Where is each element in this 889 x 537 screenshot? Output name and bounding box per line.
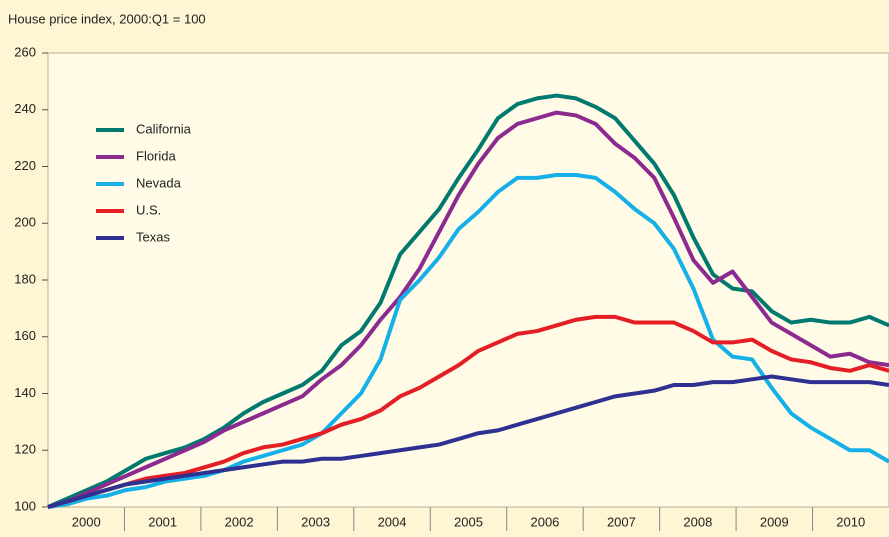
x-tick-label: 2006 [530,514,559,529]
x-tick-label: 2005 [454,514,483,529]
y-tick-label: 160 [14,328,36,343]
x-tick-label: 2009 [760,514,789,529]
series-line [47,374,889,509]
x-tick-label: 2001 [148,514,177,529]
y-tick-label: 200 [14,215,36,230]
legend-label: Nevada [136,175,182,190]
y-tick-label: 240 [14,101,36,116]
legend-label: California [136,121,192,136]
series-line [47,110,889,509]
x-tick-label: 2008 [683,514,712,529]
y-tick-label: 140 [14,385,36,400]
x-tick-label: 2004 [378,514,407,529]
x-tick-label: 2002 [225,514,254,529]
y-tick-label: 260 [14,44,36,59]
y-tick-label: 100 [14,498,36,513]
y-tick-label: 220 [14,158,36,173]
series-line [47,314,889,509]
y-tick-label: 180 [14,271,36,286]
legend-label: Florida [136,148,177,163]
legend-label: U.S. [136,202,161,217]
plot-area [47,52,889,508]
x-tick-label: 2010 [836,514,865,529]
x-tick-label: 2000 [72,514,101,529]
x-tick-label: 2007 [607,514,636,529]
y-tick-label: 120 [14,442,36,457]
y-axis-label: House price index, 2000:Q1 = 100 [8,11,206,26]
x-tick-label: 2003 [301,514,330,529]
series-line [47,173,889,509]
legend-label: Texas [136,229,170,244]
